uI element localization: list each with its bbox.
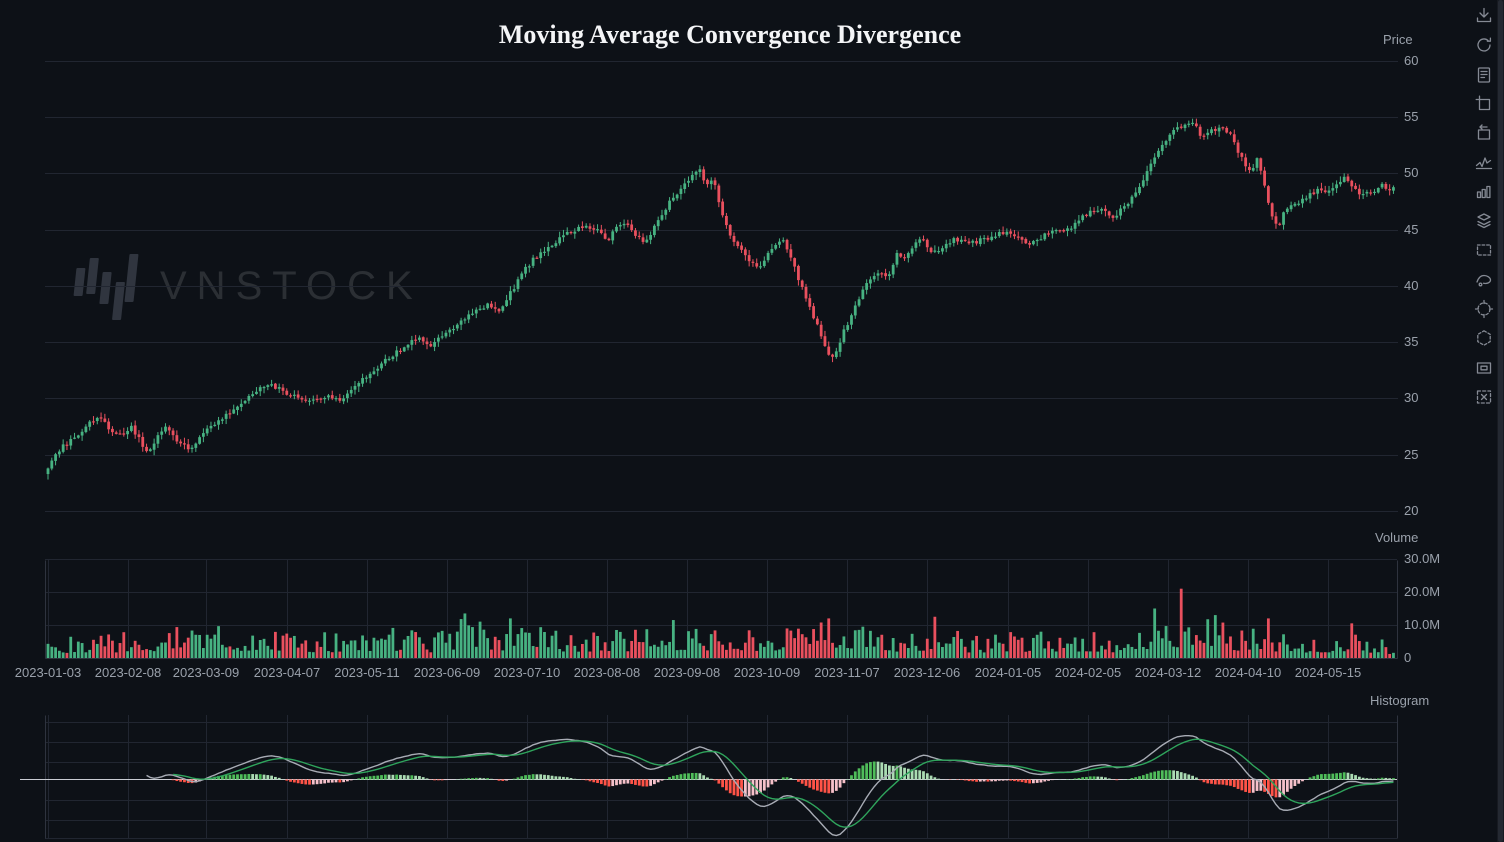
reset-axes-icon[interactable] [1474,387,1494,407]
date-tick-label: 2023-06-09 [413,665,481,680]
date-tick-label: 2023-03-09 [172,665,240,680]
date-tick-label: 2024-03-12 [1134,665,1202,680]
date-tick-label: 2023-10-09 [733,665,801,680]
scrollbar-thumb[interactable] [1498,0,1503,842]
download-icon[interactable] [1474,6,1494,26]
date-tick-label: 2023-01-03 [14,665,82,680]
volume-tick-label: 20.0M [1404,584,1441,599]
layers-icon[interactable] [1474,211,1494,231]
pan-icon[interactable] [1474,299,1494,319]
price-axis-title: Price [1383,32,1413,47]
date-tick-label: 2024-04-10 [1214,665,1282,680]
date-tick-label: 2023-08-08 [573,665,641,680]
date-tick-label: 2023-09-08 [653,665,721,680]
date-tick-label: 2023-04-07 [253,665,321,680]
refresh-icon[interactable] [1474,35,1494,55]
price-tick-label: 40 [1404,278,1419,293]
date-tick-label: 2023-11-07 [814,665,880,680]
date-tick-label: 2023-07-10 [493,665,561,680]
price-tick-label: 55 [1404,109,1419,124]
line-chart-icon[interactable] [1474,153,1494,173]
price-tick-label: 60 [1404,53,1419,68]
notes-icon[interactable] [1474,65,1494,85]
bar-chart-icon[interactable] [1474,182,1494,202]
date-tick-label: 2024-05-15 [1294,665,1362,680]
volume-tick-label: 0 [1404,650,1412,665]
price-tick-label: 50 [1404,165,1419,180]
price-tick-label: 45 [1404,222,1419,237]
zoom-back-icon[interactable] [1474,123,1494,143]
lasso-select-icon[interactable] [1474,270,1494,290]
histogram-axis-title: Histogram [1370,693,1430,708]
date-tick-label: 2024-02-05 [1054,665,1122,680]
box-select-icon[interactable] [1474,240,1494,260]
price-tick-label: 20 [1404,503,1419,518]
price-tick-label: 25 [1404,447,1419,462]
box-zoom-icon[interactable] [1474,94,1494,114]
volume-axis-title: Volume [1375,530,1419,545]
volume-tick-label: 30.0M [1404,551,1441,566]
price-tick-label: 35 [1404,334,1419,349]
price-tick-label: 30 [1404,390,1419,405]
autoscale-icon[interactable] [1474,358,1494,378]
polygon-select-icon[interactable] [1474,328,1494,348]
date-tick-label: 2023-12-06 [893,665,961,680]
date-tick-label: 2024-01-05 [974,665,1042,680]
volume-tick-label: 10.0M [1404,617,1441,632]
date-tick-label: 2023-05-11 [334,665,400,680]
chart-title: Moving Average Convergence Divergence [498,20,962,49]
date-tick-label: 2023-02-08 [94,665,162,680]
